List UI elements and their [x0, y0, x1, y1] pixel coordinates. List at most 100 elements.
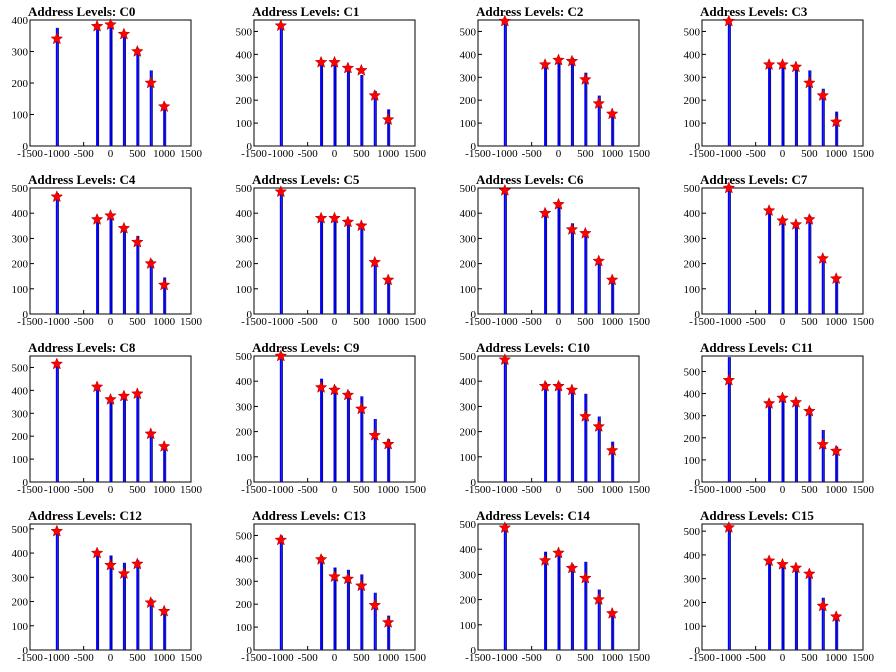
bar — [584, 230, 587, 314]
x-tick-label: 1500 — [404, 484, 427, 496]
star-marker — [104, 209, 117, 222]
star-marker — [104, 18, 117, 31]
x-tick-label: -1000 — [44, 652, 70, 664]
y-tick-label: 100 — [236, 452, 253, 464]
x-tick-label: 1000 — [825, 148, 848, 160]
y-tick-label: 300 — [12, 408, 29, 420]
bar — [544, 382, 547, 482]
bar — [360, 396, 363, 482]
y-tick-label: 100 — [460, 284, 477, 296]
star-marker — [565, 222, 579, 235]
x-tick-label: 1000 — [153, 484, 176, 496]
y-tick-label: 100 — [684, 455, 701, 467]
chart-panel: Address Levels: C2 0 100 200 300 400 500 -1500-… — [448, 0, 672, 168]
y-tick-label: 200 — [684, 433, 701, 445]
star-marker — [381, 437, 395, 450]
star-marker — [538, 553, 552, 566]
x-tick-label: -1500 — [241, 652, 267, 664]
y-tick-label: 500 — [236, 183, 253, 195]
y-tick-label: 0 — [23, 477, 29, 489]
star-marker — [789, 217, 803, 230]
star-marker — [144, 76, 158, 89]
bar — [584, 561, 587, 650]
star-marker — [341, 215, 355, 228]
y-tick-label: 100 — [12, 284, 29, 296]
x-tick-label: 0 — [108, 484, 114, 496]
x-tick-label: 500 — [129, 484, 146, 496]
star-marker — [578, 409, 592, 422]
bar — [136, 235, 139, 314]
y-tick-label: 200 — [236, 427, 253, 439]
y-tick-label: 500 — [12, 362, 29, 374]
bar — [96, 29, 99, 147]
x-tick-label: -500 — [298, 652, 319, 664]
star-marker — [538, 206, 552, 219]
y-tick-label: 400 — [236, 208, 253, 220]
star-marker — [829, 444, 843, 457]
star-marker — [157, 99, 171, 113]
bar — [122, 225, 125, 314]
y-tick-label: 400 — [12, 548, 29, 560]
bar — [781, 562, 784, 650]
y-tick-label: 300 — [236, 401, 253, 413]
y-tick-label: 300 — [460, 401, 477, 413]
bar — [835, 111, 838, 146]
bar — [373, 592, 376, 650]
star-marker — [816, 437, 830, 450]
bar — [821, 597, 824, 650]
bar — [136, 48, 139, 146]
bar — [597, 258, 600, 314]
bar — [835, 446, 838, 482]
bar — [821, 256, 824, 314]
x-tick-label: 1000 — [153, 148, 176, 160]
y-tick-label: 400 — [460, 49, 477, 61]
x-tick-label: 1000 — [825, 652, 848, 664]
bar — [149, 599, 152, 650]
star-marker — [802, 404, 816, 417]
bar — [727, 188, 730, 314]
chart-title: Address Levels: C10 — [476, 340, 590, 355]
x-tick-label: 0 — [332, 652, 338, 664]
x-tick-label: 1500 — [180, 148, 203, 160]
star-marker — [130, 235, 144, 248]
y-tick-label: 0 — [247, 309, 253, 321]
bar — [136, 392, 139, 482]
star-marker — [104, 558, 117, 571]
x-tick-label: 1500 — [628, 484, 651, 496]
bar — [373, 259, 376, 314]
star-marker — [605, 273, 619, 286]
chart-svg: 0 100 200 300 400 500 -1500 -1000 -500 0 500 1000 15… — [236, 523, 427, 664]
chart-panel: Address Levels: C14 0 100 200 300 400 500 -1500… — [448, 504, 672, 672]
x-tick-label: 1500 — [852, 148, 875, 160]
x-tick-label: 0 — [556, 148, 562, 160]
x-tick-label: 0 — [780, 652, 786, 664]
x-tick-label: 0 — [780, 148, 786, 160]
x-tick-label: 1500 — [628, 316, 651, 328]
chart-panel: Address Levels: C8 0 100 200 300 400 500 -1500-… — [0, 336, 224, 504]
star-marker — [578, 571, 592, 584]
x-tick-label: 1500 — [404, 148, 427, 160]
y-tick-label: 500 — [684, 366, 701, 378]
bar — [55, 528, 58, 650]
star-marker — [314, 211, 328, 224]
bar — [149, 70, 152, 146]
x-tick-label: 0 — [780, 484, 786, 496]
bar — [821, 88, 824, 146]
star-marker — [314, 552, 328, 565]
star-marker — [144, 596, 158, 609]
y-tick-label: 400 — [12, 208, 29, 220]
bar — [557, 551, 560, 650]
bar — [611, 111, 614, 146]
y-tick-label: 0 — [23, 309, 29, 321]
x-tick-label: -1000 — [492, 484, 518, 496]
bar — [808, 407, 811, 482]
bar — [55, 193, 58, 314]
bar — [387, 439, 390, 482]
x-tick-label: -1500 — [17, 316, 43, 328]
x-tick-label: 0 — [108, 148, 114, 160]
chart-title: Address Levels: C6 — [476, 172, 584, 187]
bar — [333, 567, 336, 650]
x-tick-label: -500 — [74, 484, 95, 496]
bar — [387, 615, 390, 650]
star-marker — [829, 115, 843, 128]
